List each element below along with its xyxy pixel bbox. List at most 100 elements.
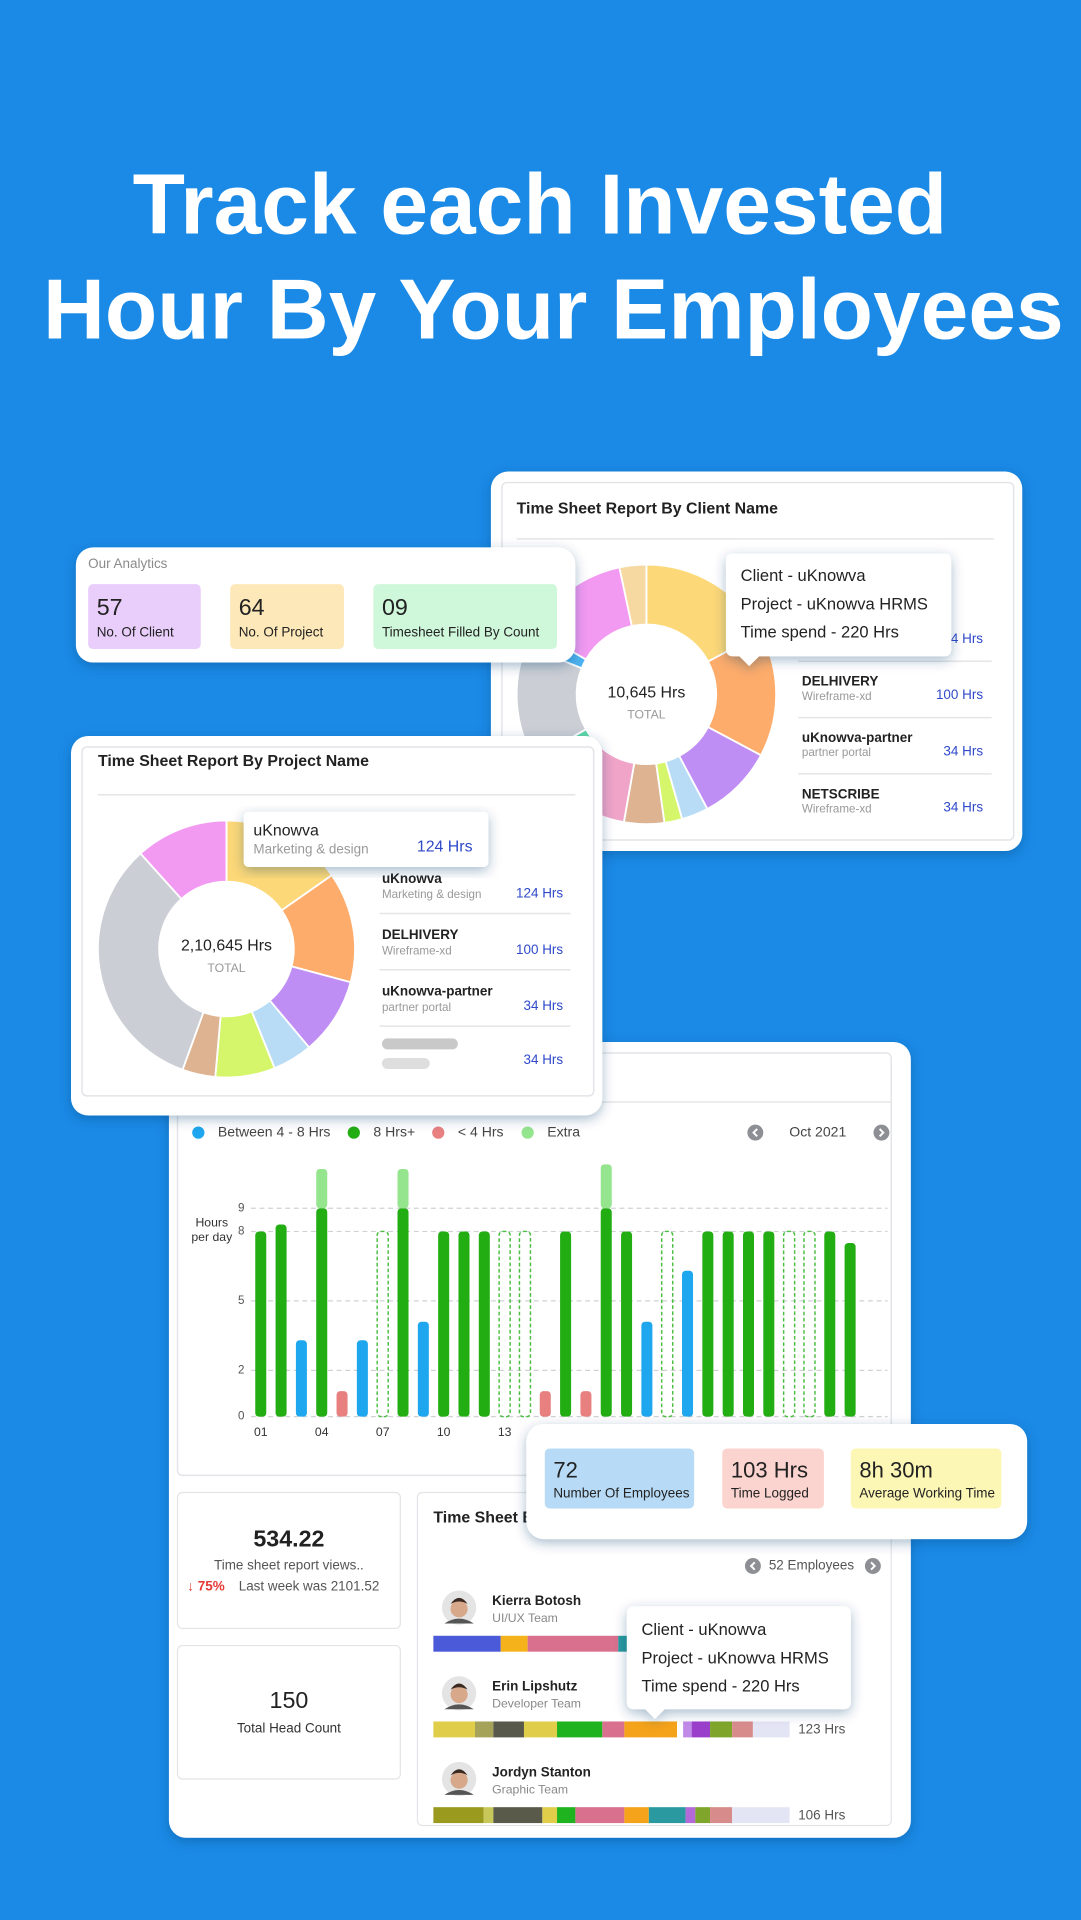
legend-dot xyxy=(432,1126,445,1139)
avatar-hair xyxy=(450,1597,468,1604)
donut-total: 10,645 Hrs xyxy=(607,684,685,701)
card-title: Our Analytics xyxy=(88,556,168,571)
stat-value: 72 xyxy=(553,1458,578,1483)
tooltip-hours: 124 Hrs xyxy=(417,839,473,856)
row-name: uKnowva xyxy=(382,871,442,886)
placeholder xyxy=(381,1038,458,1050)
employee-name: Kierra Botosh xyxy=(492,1593,581,1608)
employee-name: Jordyn Stanton xyxy=(492,1764,591,1779)
time-segment xyxy=(523,1721,558,1738)
time-segment xyxy=(710,1721,733,1738)
time-segment xyxy=(752,1721,790,1738)
bar xyxy=(316,1208,328,1417)
tooltip-line: Project - uKnowva HRMS xyxy=(741,594,928,613)
time-segment xyxy=(527,1635,619,1652)
summary-box xyxy=(176,1644,401,1780)
time-segment xyxy=(433,1635,501,1652)
legend-label: < 4 Hrs xyxy=(458,1123,504,1139)
time-segment xyxy=(433,1721,476,1738)
card-title: Time Sheet B xyxy=(433,1509,533,1526)
time-segment xyxy=(732,1721,753,1738)
bar xyxy=(600,1164,612,1209)
bar-dashed xyxy=(782,1230,796,1418)
summary-change: ↓ 75% xyxy=(187,1578,224,1593)
time-segment xyxy=(557,1721,603,1738)
nav-button xyxy=(744,1558,761,1574)
avatar-body xyxy=(444,1790,474,1795)
donut-slice xyxy=(139,819,228,901)
bar xyxy=(580,1391,592,1417)
bar xyxy=(336,1391,348,1417)
bar xyxy=(316,1168,328,1209)
nav-button xyxy=(747,1124,764,1141)
axis-title: Hours xyxy=(195,1215,228,1229)
stat-label: Timesheet Filled By Count xyxy=(382,625,540,640)
row-name: NETSCRIBE xyxy=(802,786,880,801)
bar-dashed xyxy=(498,1230,511,1418)
y-tick-label: 2 xyxy=(238,1363,244,1376)
y-tick-label: 8 xyxy=(238,1225,244,1238)
tooltip-line: Client - uKnowva xyxy=(741,566,867,585)
hours: 100 Hrs xyxy=(936,687,983,702)
avatar-face xyxy=(450,1685,468,1704)
x-tick-label: 04 xyxy=(315,1425,329,1439)
tooltip-sub: Marketing & design xyxy=(253,841,368,856)
bar xyxy=(722,1231,734,1417)
employee-team: Graphic Team xyxy=(492,1782,568,1796)
avatar-body xyxy=(444,1618,474,1624)
stat-tile xyxy=(373,584,558,650)
bar-dashed xyxy=(518,1230,532,1418)
summary-box xyxy=(176,1491,401,1630)
row-sub: partner portal xyxy=(382,1001,451,1014)
bar xyxy=(621,1231,633,1417)
hours: 34 Hrs xyxy=(943,743,983,758)
hours: 4 Hrs xyxy=(951,631,983,646)
bar xyxy=(255,1231,267,1417)
stat-value: 64 xyxy=(239,594,265,620)
stat-label: Time Logged xyxy=(731,1485,809,1500)
row-sub: Wireframe-xd xyxy=(382,945,452,958)
bar xyxy=(295,1340,307,1417)
employee-team: UI/UX Team xyxy=(492,1611,558,1625)
nav-chevron xyxy=(749,1561,756,1571)
tooltip xyxy=(243,811,489,867)
donut-slice xyxy=(97,852,205,1071)
summary-label: Time sheet report views.. xyxy=(214,1558,364,1573)
legend-label: 8 Hrs+ xyxy=(373,1123,415,1139)
placeholder xyxy=(381,1057,430,1069)
y-tick-label: 0 xyxy=(238,1410,245,1423)
time-segment xyxy=(695,1807,711,1824)
stat-label: Number Of Employees xyxy=(553,1485,689,1500)
legend-label: Extra xyxy=(547,1123,580,1139)
card-title: Time Sheet Report By Client Name xyxy=(517,501,778,518)
row-name: uKnowva-partner xyxy=(802,730,913,745)
time-segment xyxy=(433,1807,484,1824)
hours: 124 Hrs xyxy=(516,885,563,900)
stat-label: Average Working Time xyxy=(859,1485,995,1500)
bar xyxy=(438,1231,450,1417)
x-tick-label: 10 xyxy=(437,1425,451,1439)
month: Oct 2021 xyxy=(789,1123,846,1139)
stat-tile xyxy=(88,584,201,650)
card-title: Time Sheet Report By Project Name xyxy=(98,753,369,770)
nav-button xyxy=(864,1558,881,1574)
tooltip-line: Client - uKnowva xyxy=(641,1620,767,1639)
hours: 100 Hrs xyxy=(516,942,563,957)
bar xyxy=(539,1391,551,1417)
x-tick-label: 07 xyxy=(376,1425,390,1439)
bar-dashed xyxy=(660,1230,674,1418)
legend-dot xyxy=(521,1126,534,1139)
bar xyxy=(600,1208,612,1417)
hours: 34 Hrs xyxy=(524,998,564,1013)
bar xyxy=(742,1231,755,1417)
bar-dashed xyxy=(803,1230,816,1418)
summary-value: 150 xyxy=(270,1687,309,1713)
nav-button xyxy=(873,1124,890,1141)
time-segment xyxy=(602,1721,625,1738)
bar xyxy=(641,1321,653,1417)
employee-team: Developer Team xyxy=(492,1697,581,1711)
time-segment xyxy=(624,1721,678,1738)
time-segment xyxy=(493,1721,524,1738)
